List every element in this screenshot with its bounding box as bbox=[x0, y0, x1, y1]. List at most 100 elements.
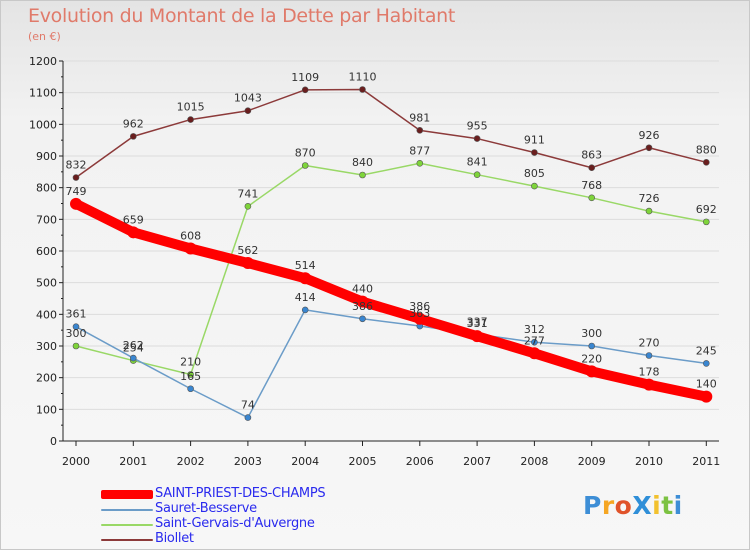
data-point bbox=[645, 352, 653, 359]
data-point bbox=[528, 347, 541, 360]
data-label: 386 bbox=[409, 300, 430, 313]
x-tick-label: 2005 bbox=[349, 455, 377, 468]
data-point bbox=[187, 385, 194, 393]
series-line-3 bbox=[75, 88, 708, 179]
series-line-1 bbox=[75, 309, 708, 419]
legend-item-biollet: Biollet bbox=[101, 531, 401, 547]
data-point bbox=[359, 315, 366, 323]
data-point bbox=[244, 414, 252, 421]
data-label: 1110 bbox=[349, 71, 377, 84]
legend-label: SAINT-PRIEST-DES-CHAMPS bbox=[155, 486, 326, 501]
series-line-0 bbox=[71, 198, 712, 402]
y-tick-label: 700 bbox=[36, 213, 57, 226]
logo-letter: i bbox=[652, 491, 662, 520]
proxiti-logo: ProXiti bbox=[583, 491, 683, 520]
data-label: 277 bbox=[524, 334, 545, 347]
data-label: 692 bbox=[696, 203, 717, 216]
data-point bbox=[531, 149, 538, 156]
data-point bbox=[531, 182, 538, 190]
legend-label: Biollet bbox=[155, 531, 194, 546]
legend-swatch bbox=[101, 509, 153, 511]
logo-letter: t bbox=[661, 491, 674, 520]
data-point bbox=[184, 242, 197, 255]
data-label: 880 bbox=[696, 143, 717, 156]
data-point bbox=[702, 218, 710, 226]
data-point bbox=[356, 295, 369, 308]
data-label: 414 bbox=[295, 291, 316, 304]
data-label: 140 bbox=[696, 378, 717, 391]
legend-item-sauret-besserve: Sauret-Besserve bbox=[101, 501, 401, 517]
x-tick-label: 2010 bbox=[635, 455, 663, 468]
data-label: 331 bbox=[467, 317, 488, 330]
legend-item-saint-priest: SAINT-PRIEST-DES-CHAMPS bbox=[101, 486, 401, 502]
data-point bbox=[72, 323, 80, 330]
legend-label: Sauret-Besserve bbox=[155, 501, 257, 516]
legend-swatch bbox=[101, 539, 153, 541]
x-tick-label: 2006 bbox=[406, 455, 434, 468]
data-point bbox=[70, 197, 82, 210]
data-label: 870 bbox=[295, 147, 316, 160]
y-tick-label: 200 bbox=[36, 372, 57, 385]
data-label: 74 bbox=[241, 399, 255, 412]
data-point bbox=[702, 360, 710, 367]
data-label: 1109 bbox=[291, 71, 319, 84]
data-label: 262 bbox=[123, 339, 144, 352]
data-label: 962 bbox=[123, 117, 144, 130]
data-point bbox=[72, 174, 80, 181]
data-label: 726 bbox=[639, 192, 660, 205]
data-label: 608 bbox=[180, 229, 201, 242]
data-point bbox=[72, 342, 80, 350]
chart-title: Evolution du Montant de la Dette par Hab… bbox=[28, 5, 456, 27]
data-label: 300 bbox=[66, 327, 87, 340]
x-tick-label: 2003 bbox=[234, 455, 262, 468]
data-point bbox=[244, 107, 252, 115]
x-tick-label: 2011 bbox=[692, 455, 720, 468]
logo-letter: i bbox=[673, 491, 683, 520]
data-label: 832 bbox=[66, 159, 87, 172]
y-tick-label: 900 bbox=[36, 150, 57, 163]
y-tick-label: 600 bbox=[36, 245, 57, 258]
y-tick-label: 0 bbox=[50, 435, 57, 448]
data-label: 768 bbox=[581, 179, 602, 192]
data-label: 300 bbox=[581, 327, 602, 340]
data-label: 210 bbox=[180, 356, 201, 369]
data-point bbox=[471, 330, 484, 343]
data-point bbox=[473, 171, 481, 178]
logo-letter: X bbox=[632, 491, 653, 520]
data-label: 926 bbox=[639, 129, 660, 142]
data-point bbox=[645, 207, 653, 215]
x-tick-label: 2002 bbox=[177, 455, 205, 468]
data-point bbox=[588, 194, 596, 202]
y-tick-label: 1200 bbox=[29, 55, 57, 68]
x-tick-label: 2004 bbox=[291, 455, 319, 468]
data-label: 254 bbox=[123, 342, 144, 355]
data-label: 245 bbox=[696, 344, 717, 357]
data-point bbox=[645, 144, 653, 152]
logo-letter: r bbox=[601, 491, 615, 520]
data-label: 178 bbox=[639, 366, 660, 379]
data-point bbox=[359, 171, 366, 179]
data-point bbox=[299, 272, 312, 285]
data-label: 514 bbox=[295, 259, 316, 272]
data-label: 659 bbox=[123, 213, 144, 226]
data-point bbox=[187, 116, 194, 123]
data-point bbox=[130, 133, 137, 140]
data-label: 220 bbox=[581, 352, 602, 365]
x-tick-label: 2009 bbox=[578, 455, 606, 468]
x-tick-label: 2001 bbox=[119, 455, 147, 468]
data-point bbox=[241, 257, 254, 270]
legend-swatch bbox=[101, 524, 153, 526]
line-chart: 0 100 200 300 400 500 600 700 800 900 1000 1100 1200… bbox=[29, 55, 720, 468]
data-point bbox=[585, 365, 598, 378]
data-label: 312 bbox=[524, 323, 545, 336]
data-label: 749 bbox=[66, 185, 87, 198]
data-label: 863 bbox=[581, 149, 602, 162]
data-label: 440 bbox=[352, 283, 373, 296]
data-label: 741 bbox=[237, 187, 258, 200]
data-label: 386 bbox=[352, 300, 373, 313]
data-point bbox=[127, 226, 140, 239]
y-tick-label: 1100 bbox=[29, 87, 57, 100]
x-tick-label: 2008 bbox=[520, 455, 548, 468]
logo-letter: o bbox=[614, 491, 633, 520]
